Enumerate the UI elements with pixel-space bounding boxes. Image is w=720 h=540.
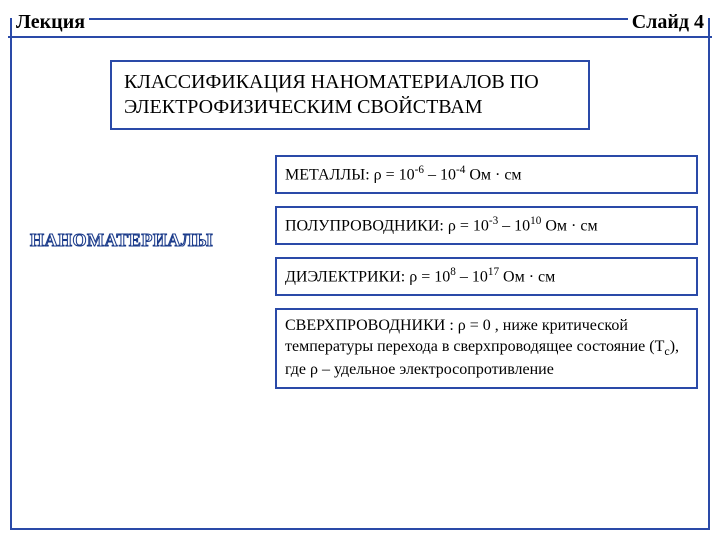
item-superconductors: СВЕРХПРОВОДНИКИ : ρ = 0 , ниже критическ…: [275, 308, 698, 388]
header-bar: Лекция Слайд 4: [8, 8, 712, 38]
exp-low: -6: [415, 164, 424, 176]
item-semiconductors: ПОЛУПРОВОДНИКИ: ρ = 10-3 – 1010 Ом · см: [275, 206, 698, 245]
exp-high: 10: [530, 215, 541, 227]
item-metals: МЕТАЛЛЫ: ρ = 10-6 – 10-4 Ом · см: [275, 155, 698, 194]
exp-high: 17: [488, 266, 499, 278]
item-label: ПОЛУПРОВОДНИКИ: [285, 217, 439, 234]
title-box: КЛАССИФИКАЦИЯ НАНОМАТЕРИАЛОВ ПО ЭЛЕКТРОФ…: [110, 60, 590, 130]
item-label: ДИЭЛЕКТРИКИ: [285, 269, 401, 286]
unit: Ом · см: [469, 166, 521, 183]
exp-high: -4: [456, 164, 465, 176]
classification-list: МЕТАЛЛЫ: ρ = 10-6 – 10-4 Ом · см ПОЛУПРО…: [275, 155, 698, 389]
header-left: Лекция: [12, 11, 89, 34]
item-label: МЕТАЛЛЫ: [285, 166, 365, 183]
unit: Ом · см: [545, 217, 597, 234]
title-text: КЛАССИФИКАЦИЯ НАНОМАТЕРИАЛОВ ПО ЭЛЕКТРОФ…: [124, 71, 539, 118]
header-right: Слайд 4: [628, 11, 708, 34]
item-dielectrics: ДИЭЛЕКТРИКИ: ρ = 108 – 1017 Ом · см: [275, 257, 698, 296]
exp-low: -3: [489, 215, 498, 227]
item-label: СВЕРХПРОВОДНИКИ: [285, 317, 445, 334]
exp-low: 8: [450, 266, 456, 278]
category-label: НАНОМАТЕРИАЛЫ: [30, 230, 213, 251]
unit: Ом · см: [503, 269, 555, 286]
